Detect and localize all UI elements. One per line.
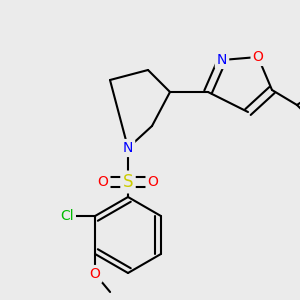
Text: O: O — [253, 50, 263, 64]
Text: S: S — [123, 173, 133, 191]
Text: Cl: Cl — [60, 209, 74, 223]
Text: N: N — [123, 141, 133, 155]
Text: N: N — [217, 53, 227, 67]
Text: O: O — [98, 175, 108, 189]
Text: O: O — [90, 267, 101, 281]
Text: O: O — [148, 175, 158, 189]
